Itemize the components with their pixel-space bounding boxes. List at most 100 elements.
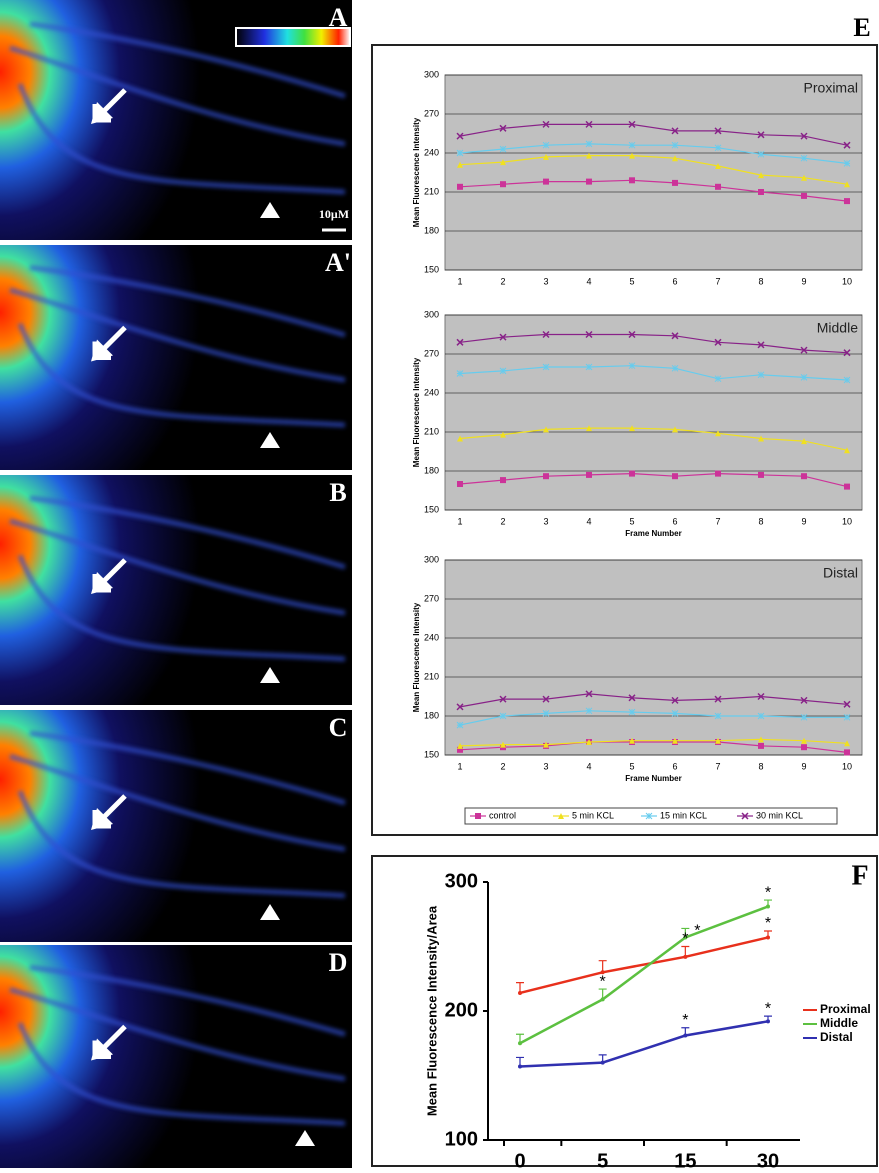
x-tick-label: 9 [801, 516, 806, 526]
annotation: * [765, 1000, 771, 1017]
marker [543, 741, 549, 748]
marker [500, 159, 506, 166]
scale-bar-label: 10μM [319, 207, 349, 221]
chart-title: Middle [817, 320, 858, 336]
marker [456, 721, 464, 729]
x-tick-label: 3 [543, 516, 548, 526]
panel-label: D [329, 948, 348, 977]
y-tick-label: 150 [424, 749, 439, 759]
neurite [9, 287, 346, 383]
panel-label: C [329, 713, 348, 742]
micrographs: A A' B C D 10μM [0, 0, 352, 1168]
marker [757, 371, 765, 379]
marker [456, 132, 464, 140]
marker [457, 746, 463, 753]
chart-title: Proximal [804, 80, 858, 96]
marker [499, 145, 507, 153]
x-axis-label: Frame Number [625, 774, 681, 783]
y-axis-label: Mean Fluorescence Intensity/Area [424, 905, 439, 1116]
y-tick-label: 300 [424, 309, 439, 319]
marker [758, 435, 764, 442]
x-tick-label: 7 [715, 761, 720, 771]
y-tick-label: 210 [424, 186, 439, 196]
marker [715, 163, 721, 169]
panel-label: A' [325, 248, 351, 277]
plot-area [444, 559, 863, 756]
marker [715, 470, 721, 477]
x-tick-label: 4 [586, 276, 591, 286]
marker [628, 141, 636, 149]
marker [844, 483, 850, 490]
marker [714, 695, 722, 703]
marker [800, 132, 808, 140]
marker [715, 183, 721, 190]
arrowhead [91, 102, 113, 124]
neurite [29, 265, 346, 338]
marker [629, 470, 635, 477]
y-tick-label: 270 [424, 348, 439, 358]
x-tick-label: 5 [629, 276, 634, 286]
triangle [260, 202, 280, 218]
plot-area [488, 882, 800, 1140]
y-tick-label: 270 [424, 593, 439, 603]
neurite [9, 45, 346, 147]
legend-label: Middle [820, 1016, 858, 1030]
marker [671, 127, 679, 135]
y-tick-label: 240 [424, 147, 439, 157]
marker [844, 749, 850, 756]
triangle [260, 904, 280, 920]
marker [843, 160, 851, 167]
marker [801, 192, 807, 199]
marker [586, 425, 592, 432]
marker [766, 935, 770, 940]
y-axis-label: Mean Fluorescence Intensity [412, 357, 421, 467]
marker [457, 161, 463, 168]
legend-label: Distal [820, 1030, 853, 1044]
marker [499, 712, 507, 720]
marker [714, 127, 722, 135]
y-tick-label: 240 [424, 632, 439, 642]
y-tick-label: 200 [445, 999, 478, 1021]
marker [629, 737, 635, 744]
series-line [459, 693, 848, 708]
marker [801, 737, 807, 744]
marker [800, 346, 808, 354]
panel-label: F [851, 860, 868, 891]
neurite [29, 730, 346, 806]
arrowhead [91, 1038, 113, 1061]
marker [600, 997, 605, 1002]
series-line [459, 123, 848, 146]
x-tick-label: 8 [758, 761, 763, 771]
marker [741, 812, 749, 820]
marker [586, 471, 592, 478]
marker [542, 710, 550, 717]
series-line [519, 905, 769, 1045]
marker [844, 740, 850, 747]
marker [585, 690, 593, 698]
neurite [17, 1022, 346, 1126]
marker [843, 700, 851, 708]
marker [843, 713, 851, 721]
x-tick-label: 15 [674, 1150, 696, 1168]
marker [586, 152, 592, 159]
neurite [9, 518, 346, 616]
panel-f-frame [371, 855, 878, 1167]
marker [457, 183, 463, 190]
y-tick-label: 150 [424, 264, 439, 274]
marker [585, 120, 593, 128]
y-axis-label: Mean Fluorescence Intensity [412, 117, 421, 227]
marker [843, 349, 851, 357]
marker [844, 181, 850, 188]
marker [672, 473, 678, 480]
marker [683, 935, 688, 940]
marker [672, 737, 678, 744]
x-tick-label: 6 [672, 516, 677, 526]
marker [683, 1033, 688, 1038]
marker [757, 150, 765, 158]
marker [683, 954, 688, 959]
series-line [459, 333, 848, 354]
marker [585, 140, 593, 148]
chart-title: Distal [823, 565, 858, 581]
marker [801, 174, 807, 181]
marker [542, 330, 550, 339]
